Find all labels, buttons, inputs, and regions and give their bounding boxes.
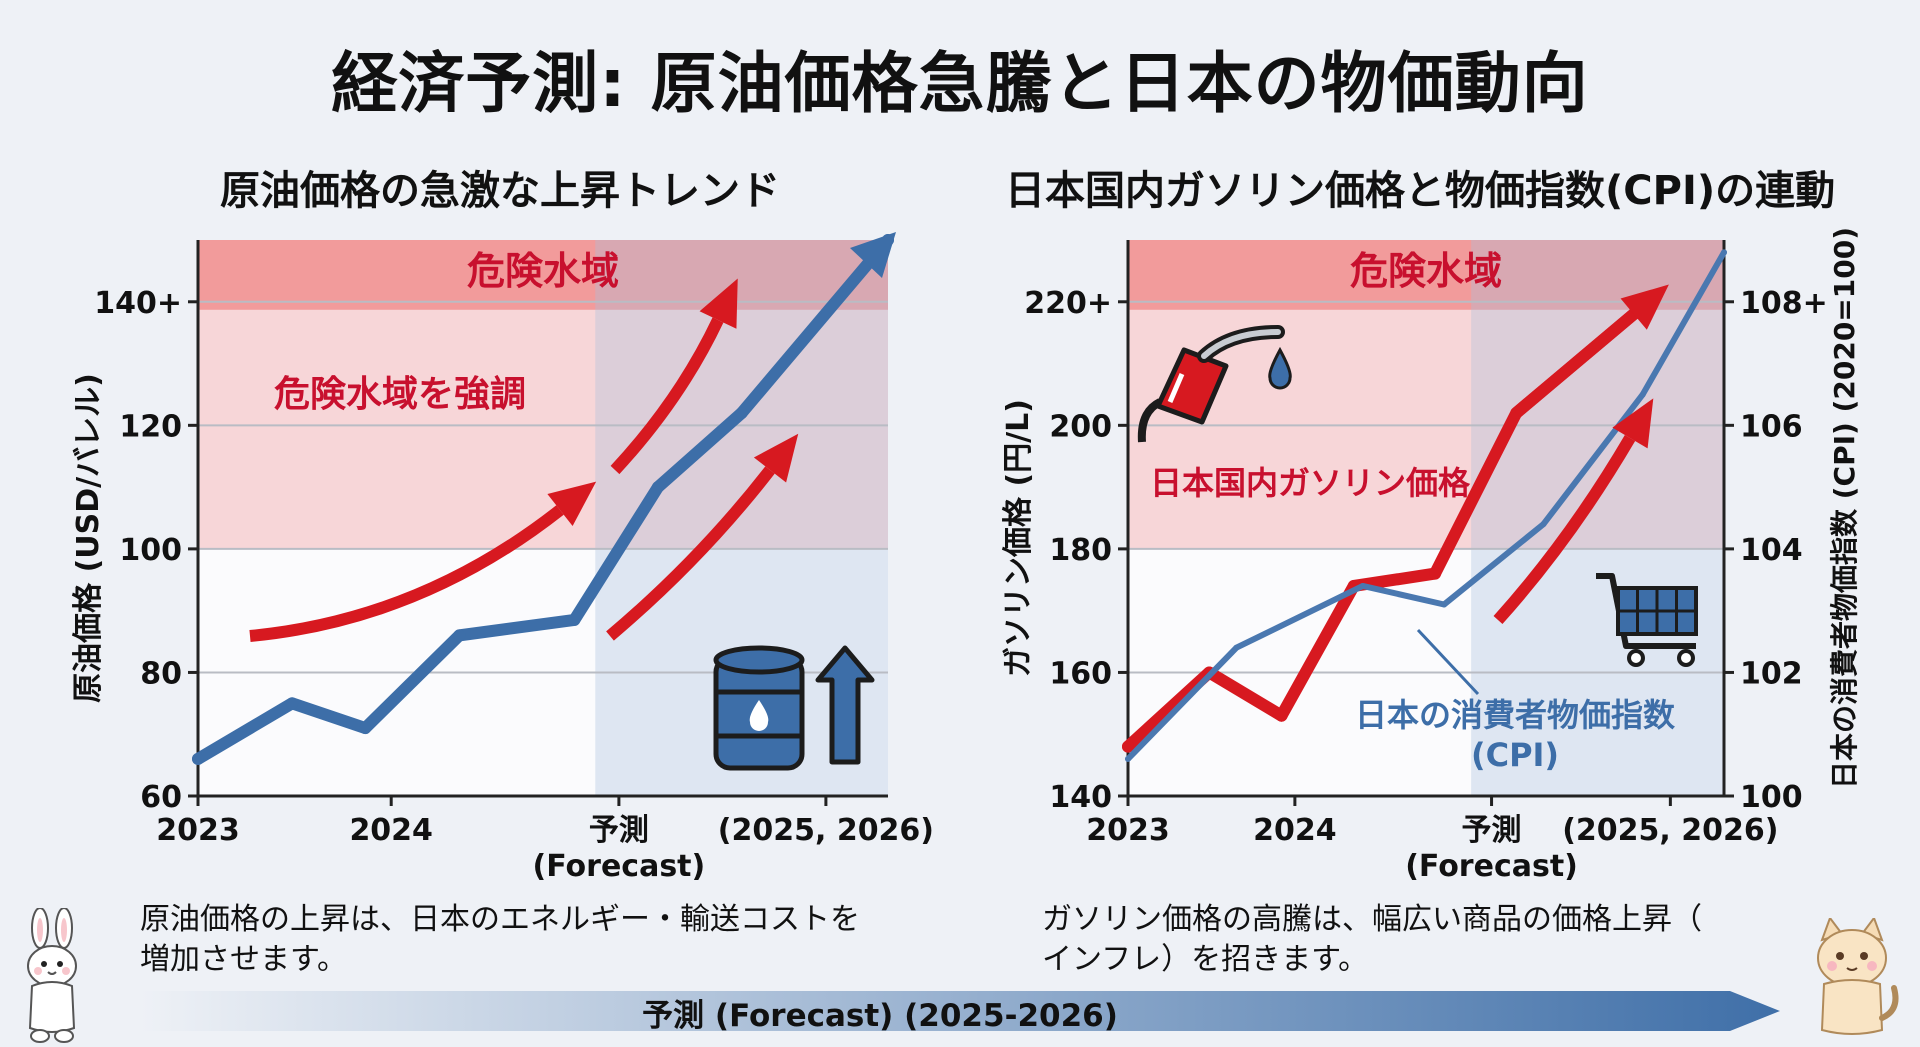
series-1-point-6 (1721, 249, 1727, 256)
cart-wheel-2 (1677, 649, 1695, 667)
barrel-drop (749, 700, 769, 731)
y-tick-label-3: 200 (1049, 409, 1112, 444)
x-tick-label-3-0: (2025, 2026) (1562, 813, 1778, 848)
right-chart-title: 日本国内ガソリン価格と物価指数(CPI)の連動 (1005, 168, 1836, 214)
danger-zone-label: 危険水域 (467, 249, 619, 293)
series-1-point-3 (1441, 601, 1448, 608)
x-tick-label-2-0: 予測 (589, 813, 649, 848)
x-tick-label-2-1: (Forecast) (533, 849, 706, 884)
series-1-point-2 (1359, 582, 1366, 589)
y-tick-label-3: 120 (119, 409, 182, 444)
cat-mascot-icon (1817, 918, 1899, 1035)
series-0-point-2 (359, 722, 372, 735)
fuel-nozzle-icon (1137, 325, 1285, 443)
red-arrow-2-head (699, 278, 738, 329)
series-0-point-6 (735, 406, 748, 419)
y-tick-label-0: 140 (1049, 780, 1112, 815)
series-0-point-1 (286, 697, 299, 710)
y-axis-label: 原油価格 (USD/バレル) (71, 373, 106, 703)
y-tick-label-4: 220+ (1024, 286, 1112, 321)
y2-tick-label-4: 108+ (1740, 286, 1828, 321)
y-axis-label: ガソリン価格 (円/L) (1001, 399, 1036, 677)
y2-tick-label-2: 104 (1740, 533, 1803, 568)
x-tick-label-2-1: (Forecast) (1405, 849, 1578, 884)
y-tick-label-1: 160 (1049, 656, 1112, 691)
gasoline-arrowhead-body (1512, 309, 1638, 418)
red-arrow-4-head (1612, 398, 1654, 449)
gasoline-arrowhead-head (1620, 284, 1669, 330)
cpi-label-leader (1416, 628, 1480, 696)
page-title: 経済予測: 原油価格急騰と日本の物価動向 (331, 45, 1589, 122)
up-arrow-icon (815, 645, 875, 765)
series-0-point-4 (1429, 567, 1442, 580)
series-1-point-5 (1639, 391, 1646, 398)
right-caption-line-1: インフレ）を招きます。 (1042, 942, 1369, 977)
y2-axis-label: 日本の消費者物価指数 (CPI) (2020=100) (1828, 227, 1861, 789)
series-0-point-5 (652, 481, 664, 494)
cpi-series-label-0: 日本の消費者物価指数 (1355, 696, 1676, 734)
series-1-point-4 (1540, 521, 1547, 528)
cpi-series-label-1: (CPI) (1471, 736, 1559, 774)
danger-zone-label: 危険水域 (1350, 249, 1502, 293)
y-tick-label-2: 100 (119, 533, 182, 568)
x-tick-label-3-0: (2025, 2026) (718, 813, 934, 848)
y-tick-label-2: 180 (1049, 533, 1112, 568)
y2-tick-label-1: 102 (1740, 656, 1803, 691)
x-tick-label-1-0: 2024 (1253, 813, 1337, 848)
red-arrow-4-body (1493, 434, 1636, 625)
forecast-region (1471, 240, 1724, 796)
series-0-point-0 (1122, 740, 1134, 753)
y2-tick-label-3: 106 (1740, 409, 1803, 444)
series-0-point-2 (1275, 709, 1288, 722)
danger-annotation: 危険水域を強調 (274, 374, 526, 415)
series-line-arrowhead (850, 232, 896, 278)
y-tick-label-0: 60 (140, 780, 182, 815)
right-caption: ガソリン価格の高騰は、幅広い商品の価格上昇（ インフレ）を招きます。 (1042, 900, 1762, 980)
left-caption: 原油価格の上昇は、日本のエネルギー・輸送コストを 増加させます。 (140, 900, 940, 980)
fuel-drop-icon (1268, 346, 1292, 390)
gasoline-series-label: 日本国内ガソリン価格 (1150, 464, 1471, 502)
forecast-timeline-label: 予測 (Forecast) (2025-2026) (642, 998, 1118, 1034)
series-line-0 (192, 234, 894, 765)
series-0-point-0 (192, 752, 204, 765)
red-arrow-1-head (547, 481, 597, 527)
red-arrow-2-body (610, 317, 724, 475)
y-tick-label-4: 140+ (94, 286, 182, 321)
series-0-point-3 (453, 629, 466, 642)
rabbit-mascot-icon (27, 908, 77, 1043)
nozzle-spout-inner (1201, 329, 1281, 359)
danger-band (198, 240, 888, 310)
x-tick-label-1-0: 2024 (349, 813, 433, 848)
x-tick-label-0-0: 2023 (156, 813, 240, 848)
x-tick-label-0-0: 2023 (1086, 813, 1170, 848)
left-caption-line-0: 原油価格の上昇は、日本のエネルギー・輸送コストを (140, 902, 860, 937)
nozzle-highlight (1167, 373, 1185, 403)
x-tick-label-2-0: 予測 (1462, 813, 1522, 848)
left-caption-line-1: 増加させます。 (140, 942, 347, 977)
y-tick-label-1: 80 (140, 656, 182, 691)
forecast-timeline-arrow (140, 991, 1780, 1031)
cart-wheel-1 (1627, 649, 1645, 667)
red-arrow-3-body (606, 466, 775, 641)
series-1-point-1 (1233, 644, 1240, 651)
right-caption-line-0: ガソリン価格の高騰は、幅広い商品の価格上昇（ (1042, 902, 1702, 937)
shopping-cart-icon (1596, 573, 1698, 667)
barrel-top (713, 645, 805, 675)
red-arrow-1-body (249, 505, 564, 642)
nozzle-handle (1155, 347, 1229, 425)
oil-barrel-icon (713, 645, 805, 771)
red-arrow-3-head (753, 433, 799, 483)
series-1-point-0 (1125, 755, 1131, 762)
left-chart-title: 原油価格の急激な上昇トレンド (220, 168, 780, 214)
y2-tick-label-0: 100 (1740, 780, 1803, 815)
series-0-point-4 (568, 613, 581, 626)
